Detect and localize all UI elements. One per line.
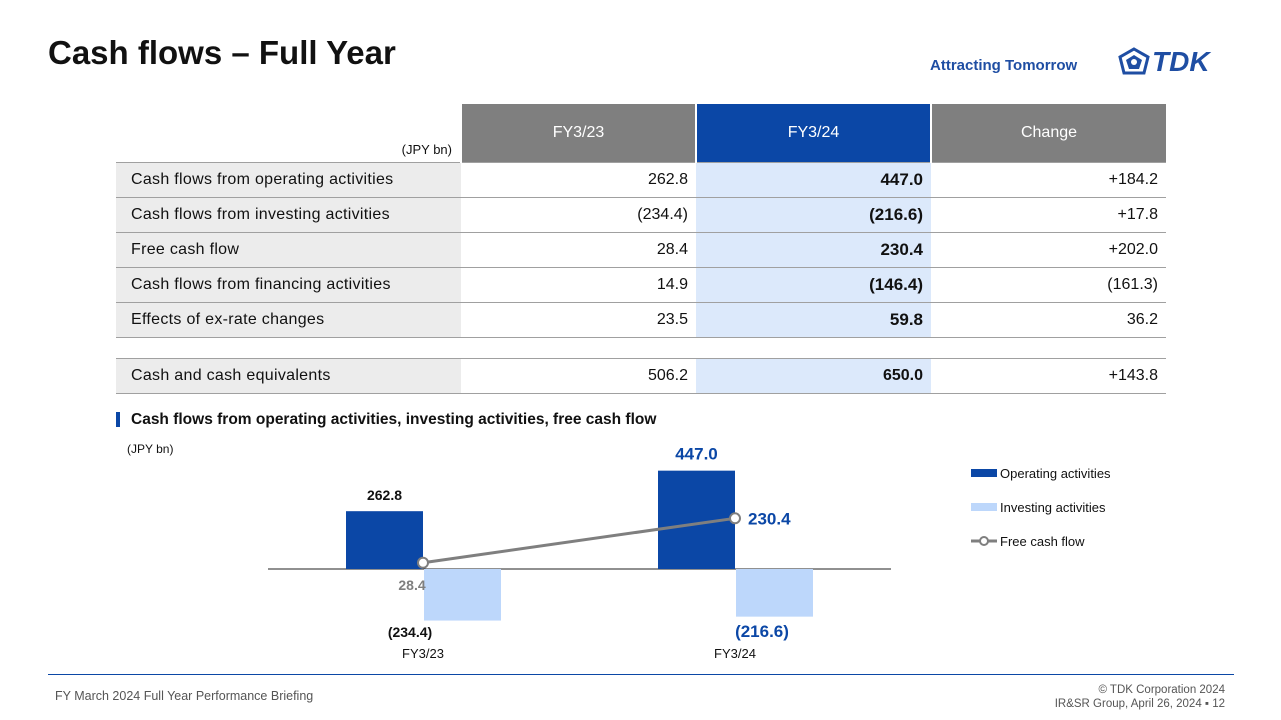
free-cash-flow-point	[417, 556, 429, 569]
legend-label: Operating activities	[1000, 466, 1111, 481]
cell-fy24: (216.6)	[696, 197, 931, 233]
cell-fy23: 23.5	[461, 302, 696, 338]
cell-change: +143.8	[931, 357, 1166, 394]
cell-fy23: 262.8	[461, 161, 696, 198]
section-marker	[116, 412, 120, 427]
operating-value-label: 447.0	[675, 445, 718, 464]
column-header-fy23: FY3/23	[460, 104, 696, 162]
cell-fy23: 28.4	[461, 232, 696, 268]
cell-change: +184.2	[931, 161, 1166, 198]
section-title: Cash flows from operating activities, in…	[131, 411, 657, 428]
legend-swatch-investing	[971, 503, 997, 511]
cash-flow-table: (JPY bn) FY3/23 FY3/24 Change Cash flows…	[116, 104, 1166, 394]
footer-divider	[48, 674, 1234, 675]
investing-value-label: (234.4)	[388, 624, 432, 640]
legend-marker-free-cash-flow	[979, 536, 989, 546]
operating-value-label: 262.8	[367, 487, 402, 503]
cell-fy23: (234.4)	[461, 197, 696, 233]
investing-bar	[736, 569, 813, 617]
legend-label: Investing activities	[1000, 500, 1106, 515]
page-title: Cash flows – Full Year	[48, 34, 396, 71]
free-cash-flow-point	[729, 512, 741, 525]
company-logo: TDK	[1118, 46, 1210, 78]
tagline: Attracting Tomorrow	[930, 57, 1078, 74]
operating-bar	[346, 511, 423, 569]
row-label: Cash flows from operating activities	[116, 161, 461, 198]
cell-fy24: (146.4)	[696, 267, 931, 303]
chart-unit: (JPY bn)	[127, 442, 174, 456]
row-label: Cash flows from financing activities	[116, 267, 461, 303]
row-label: Effects of ex-rate changes	[116, 302, 461, 338]
table-row: Effects of ex-rate changes 23.5 59.8 36.…	[116, 302, 1166, 338]
row-label: Cash flows from investing activities	[116, 197, 461, 233]
table-row: Cash flows from investing activities (23…	[116, 197, 1166, 233]
table-header-row: (JPY bn) FY3/23 FY3/24 Change	[116, 104, 1166, 162]
column-header-fy24: FY3/24	[695, 104, 931, 162]
cell-fy24: 447.0	[696, 161, 931, 198]
investing-value-label: (216.6)	[735, 622, 789, 641]
tdk-logo-icon	[1118, 47, 1150, 75]
row-label: Free cash flow	[116, 232, 461, 268]
copyright: © TDK Corporation 2024	[1098, 684, 1225, 696]
cell-change: +17.8	[931, 197, 1166, 233]
footer-left-text: FY March 2024 Full Year Performance Brie…	[55, 689, 314, 703]
table-row: Free cash flow 28.4 230.4 +202.0	[116, 232, 1166, 268]
table-row: Cash flows from operating activities 262…	[116, 161, 1166, 198]
cell-change: (161.3)	[931, 267, 1166, 303]
table-row: Cash flows from financing activities 14.…	[116, 267, 1166, 303]
row-label: Cash and cash equivalents	[116, 357, 461, 394]
category-label: FY3/24	[714, 646, 756, 661]
cell-fy24: 650.0	[696, 357, 931, 394]
cell-change: 36.2	[931, 302, 1166, 338]
free-cash-flow-line	[422, 516, 736, 565]
table-unit: (JPY bn)	[116, 104, 461, 162]
table-row-total: Cash and cash equivalents 506.2 650.0 +1…	[116, 357, 1166, 394]
logo-text: TDK	[1152, 46, 1210, 77]
footer-right-text: © TDK Corporation 2024 IR&SR Group, Apri…	[1055, 683, 1225, 711]
free-cash-flow-label: 28.4	[398, 577, 425, 593]
cell-fy23: 506.2	[461, 357, 696, 394]
cell-fy24: 230.4	[696, 232, 931, 268]
cell-fy24: 59.8	[696, 302, 931, 338]
cell-fy23: 14.9	[461, 267, 696, 303]
investing-bar	[424, 569, 501, 621]
legend-swatch-operating	[971, 469, 997, 477]
free-cash-flow-label: 230.4	[748, 509, 791, 528]
column-header-change: Change	[930, 104, 1166, 162]
legend-label: Free cash flow	[1000, 534, 1085, 549]
category-label: FY3/23	[402, 646, 444, 661]
cell-change: +202.0	[931, 232, 1166, 268]
footer-date-page: IR&SR Group, April 26, 2024 ▪ 12	[1054, 698, 1225, 710]
